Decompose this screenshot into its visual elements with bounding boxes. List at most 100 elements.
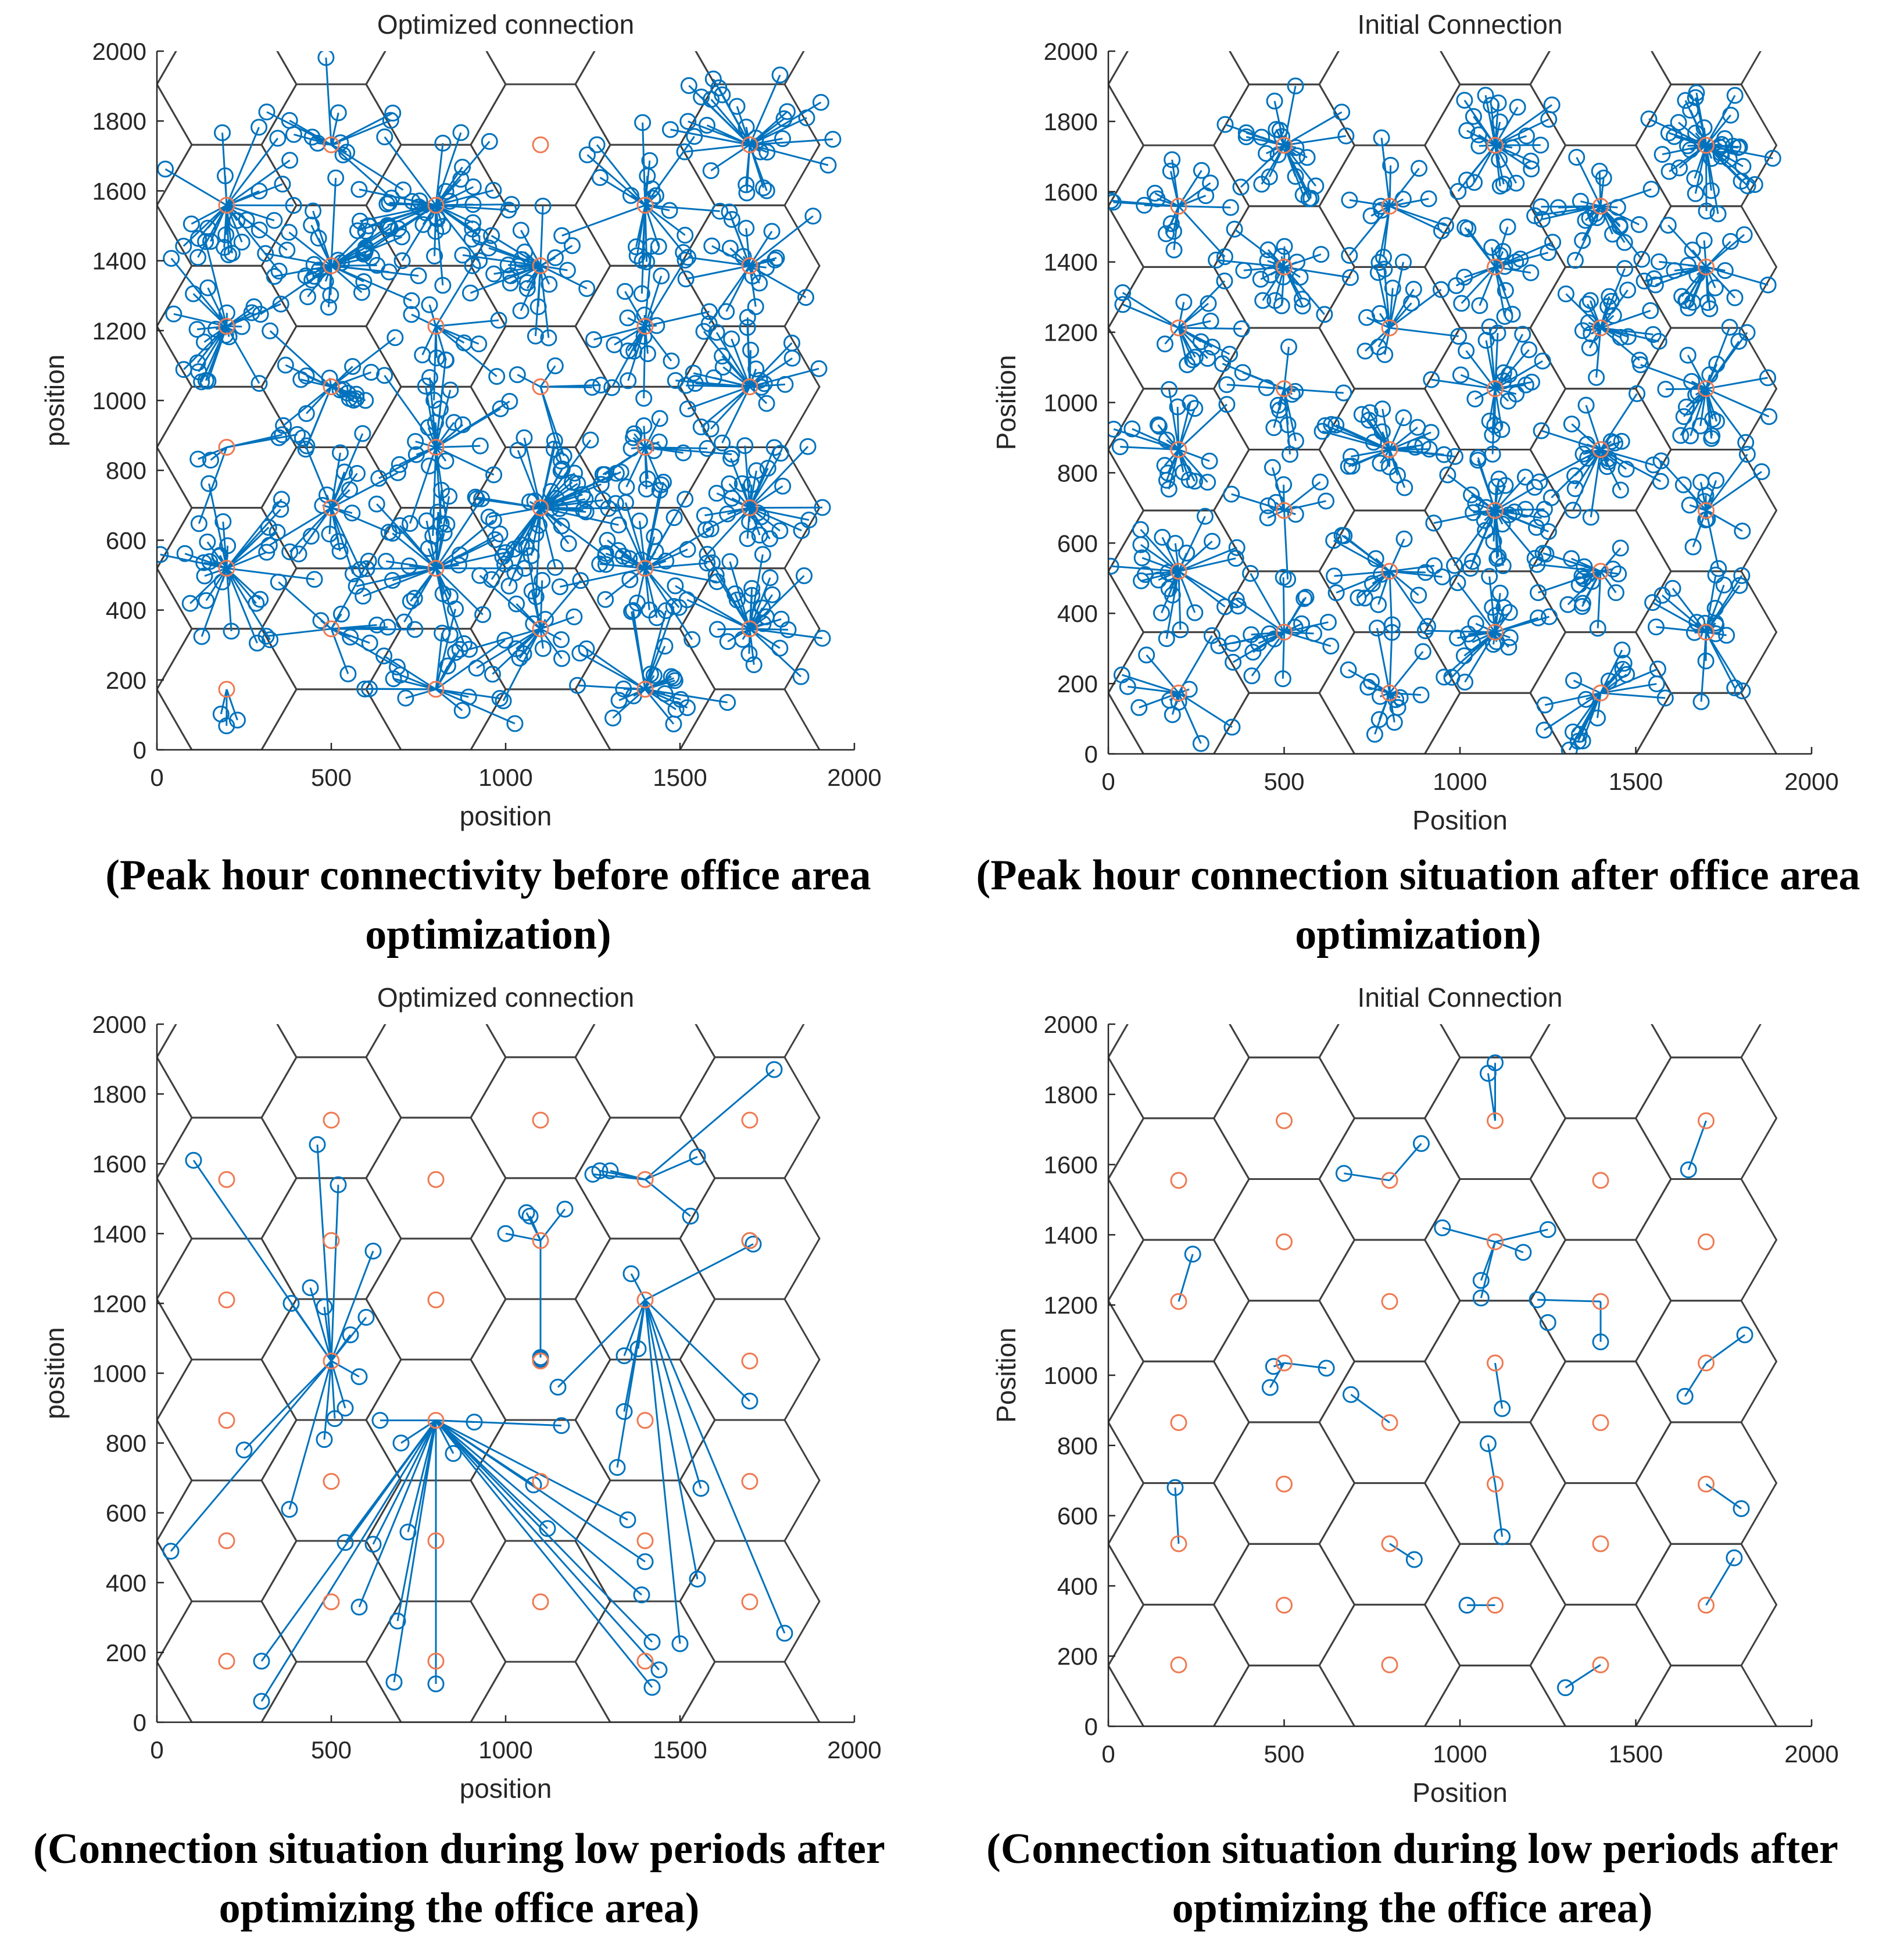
y-tick-label: 1400	[92, 248, 146, 275]
connection-line	[331, 1251, 373, 1361]
base-station-marker	[324, 1474, 339, 1489]
connection-line	[587, 155, 645, 205]
connection-line	[644, 426, 645, 448]
hex-cell	[471, 1541, 610, 1662]
connection-line	[331, 1185, 338, 1361]
base-station-marker	[1382, 1657, 1397, 1672]
connection-line	[345, 1421, 436, 1543]
base-station-marker	[1593, 1536, 1608, 1551]
base-station-marker	[1277, 1234, 1292, 1249]
hex-cell	[575, 997, 715, 1118]
hex-cell	[157, 1601, 296, 1722]
connection-line	[1123, 293, 1179, 328]
x-axis-label: Position	[1412, 1777, 1508, 1808]
hex-cell	[1636, 1179, 1777, 1301]
hex-cell	[366, 997, 506, 1118]
y-tick-label: 800	[106, 1430, 146, 1457]
connection-line	[1251, 573, 1284, 632]
y-tick-label: 2000	[92, 1011, 146, 1038]
base-station-marker	[1382, 1294, 1397, 1309]
connection-line	[541, 1209, 565, 1240]
hex-cell	[471, 1057, 610, 1178]
caption-line: optimizing the office area)	[959, 1879, 1866, 1938]
hex-cell	[157, 0, 296, 24]
connection-line	[326, 58, 331, 145]
base-station-marker	[1171, 1415, 1186, 1430]
y-tick-label: 800	[1057, 459, 1098, 487]
hex-cell	[1425, 1179, 1566, 1301]
hex-cell	[1319, 997, 1460, 1118]
connection-line	[645, 1157, 697, 1179]
connection-line	[645, 1300, 701, 1488]
caption-line: (Connection situation during low periods…	[6, 1819, 912, 1879]
x-tick-label: 1000	[478, 764, 532, 791]
hex-cell	[1530, 997, 1671, 1118]
connection-line	[1537, 1300, 1601, 1301]
y-tick-label: 1400	[92, 1220, 146, 1247]
hex-cell	[157, 1360, 296, 1480]
y-tick-label: 1000	[1044, 1362, 1098, 1389]
y-tick-label: 400	[1057, 1572, 1098, 1600]
connection-line	[227, 568, 314, 580]
y-axis-label: Position	[991, 1328, 1021, 1423]
connection-line	[586, 649, 645, 689]
connection-line	[1168, 571, 1179, 573]
chart-title: Initial Connection	[1358, 9, 1563, 40]
y-tick-label: 2000	[92, 38, 146, 65]
connection-line	[541, 206, 543, 266]
connection-line	[406, 689, 436, 698]
connection-line	[645, 1070, 774, 1179]
x-tick-label: 1500	[653, 1736, 707, 1764]
connection-line	[1236, 600, 1284, 632]
y-tick-label: 1800	[92, 108, 146, 135]
connection-line	[436, 1421, 659, 1670]
hex-cell	[680, 1299, 819, 1420]
x-tick-label: 0	[1101, 768, 1115, 795]
connection-line	[330, 508, 331, 534]
hex-cell	[1636, 1422, 1777, 1544]
y-tick-label: 0	[133, 1709, 146, 1736]
caption-line: (Peak hour connectivity before office ar…	[35, 846, 942, 905]
hex-cell	[1214, 1057, 1355, 1179]
y-tick-label: 1800	[1044, 1081, 1098, 1108]
x-tick-label: 1000	[1433, 1740, 1487, 1768]
connection-line	[1566, 1665, 1601, 1687]
connection-line	[436, 1421, 561, 1426]
y-tick-label: 1000	[92, 387, 146, 414]
connection-line	[645, 1300, 785, 1633]
connection-line	[1179, 206, 1225, 257]
hex-cell	[680, 0, 819, 84]
chart-title: Optimized connection	[377, 982, 634, 1013]
base-station-marker	[638, 1413, 653, 1428]
connection-line	[227, 568, 257, 643]
x-tick-label: 1000	[1433, 768, 1487, 795]
connection-line	[645, 1300, 680, 1643]
caption-peak-before: (Peak hour connectivity before office ar…	[35, 846, 942, 964]
connection-line	[331, 561, 368, 628]
y-axis-label: position	[40, 355, 70, 447]
hex-cell	[1319, 1605, 1460, 1726]
connection-line	[750, 216, 813, 266]
connection-line	[1390, 206, 1441, 231]
user-marker	[287, 127, 302, 142]
hex-cell	[1108, 1361, 1249, 1483]
hex-cell	[1530, 1361, 1671, 1483]
x-tick-label: 2000	[1784, 768, 1838, 795]
connection-line	[1390, 328, 1459, 336]
base-station-marker	[428, 1172, 443, 1187]
base-station-marker	[1277, 1113, 1292, 1128]
y-tick-label: 0	[1085, 741, 1098, 768]
y-tick-label: 400	[1057, 600, 1098, 627]
y-tick-label: 200	[1057, 1643, 1098, 1670]
hex-cell	[1636, 1057, 1777, 1179]
caption-low-initial: (Connection situation during low periods…	[959, 1819, 1866, 1938]
connection-line	[750, 350, 751, 387]
connection-line	[1175, 1487, 1179, 1544]
hex-cell	[1108, 1118, 1249, 1240]
y-tick-label: 600	[1057, 530, 1098, 557]
x-axis-label: position	[460, 1773, 552, 1804]
hex-cell	[575, 1480, 715, 1601]
y-tick-label: 600	[1057, 1503, 1098, 1530]
